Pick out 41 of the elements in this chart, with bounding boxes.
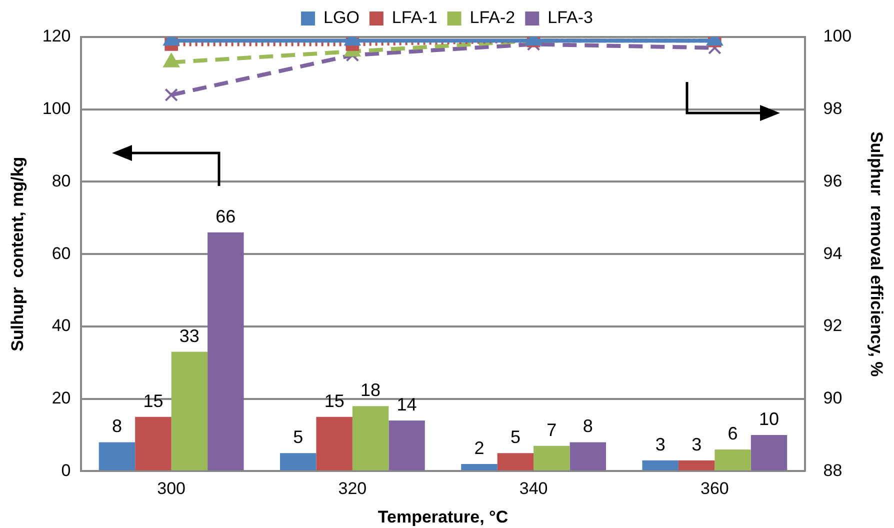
x-tick-label: 340 (519, 479, 548, 498)
data-label: 14 (396, 394, 417, 415)
y2-tick-label: 90 (823, 388, 842, 408)
y2-tick-label: 96 (823, 171, 842, 190)
legend-label: LFA-2 (470, 8, 516, 28)
y-tick-label: 0 (61, 460, 71, 480)
data-label: 5 (510, 427, 520, 448)
legend-label: LGO (324, 8, 360, 28)
data-label: 6 (728, 423, 738, 444)
y-tick-label: 20 (52, 388, 71, 408)
y2-tick-label: 94 (823, 244, 842, 263)
data-label: 18 (360, 380, 381, 400)
x-tick-label: 320 (338, 479, 367, 498)
data-label: 8 (582, 416, 593, 436)
y-tick-label: 100 (42, 99, 71, 118)
data-label: 8 (112, 416, 122, 436)
legend-label: LFA-1 (392, 8, 438, 28)
y2-tick-label: 98 (823, 99, 842, 118)
data-label: 3 (692, 434, 702, 454)
y-tick-label: 120 (42, 26, 71, 46)
data-label: 2 (474, 438, 484, 458)
data-label: 3 (655, 434, 666, 454)
y2-tick-label: 88 (823, 460, 842, 480)
x-tick-label: 360 (700, 479, 729, 498)
y-tick-label: 40 (52, 316, 71, 336)
data-label: 15 (143, 390, 164, 411)
data-label: 33 (179, 326, 200, 346)
data-label: 5 (293, 427, 304, 448)
y2-tick-label: 100 (823, 26, 852, 46)
data-label: 7 (546, 420, 557, 440)
legend-label: LFA-3 (548, 8, 593, 28)
y2-tick-label: 92 (823, 316, 842, 336)
y-tick-label: 80 (52, 171, 71, 190)
y-axis-title: Sulhupr content, mg/kg (8, 156, 27, 352)
x-tick-label: 300 (157, 479, 186, 498)
y-tick-label: 60 (52, 244, 71, 263)
x-axis-title: Temperature, °C (378, 507, 508, 526)
data-label: 15 (324, 390, 344, 411)
data-label: 10 (758, 408, 780, 429)
y2-axis-title: Sulphur removal efficiency, % (867, 131, 886, 377)
data-label: 66 (216, 206, 236, 226)
